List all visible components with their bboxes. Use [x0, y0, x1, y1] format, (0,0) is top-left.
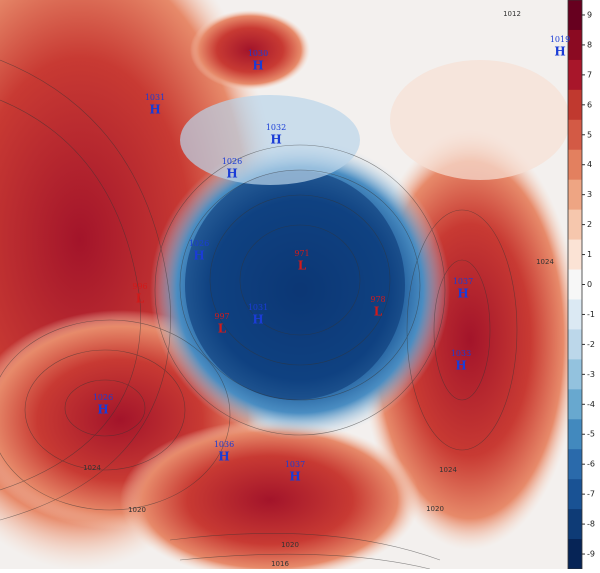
colorbar-tick-label: -6	[587, 460, 595, 469]
center-pressure: 996	[132, 282, 147, 291]
colorbar-swatch	[568, 509, 582, 540]
isobar-label: 1020	[281, 541, 299, 549]
colorbar-swatch	[568, 329, 582, 360]
colorbar-tick-label: 3	[587, 190, 592, 199]
center-kind: H	[457, 287, 468, 301]
colorbar-swatch	[568, 389, 582, 420]
center-pressure: 997	[214, 312, 229, 321]
center-pressure: 1037	[453, 277, 473, 286]
center-pressure: 1019	[550, 35, 570, 44]
center-kind: H	[252, 59, 263, 73]
center-kind: H	[455, 359, 466, 373]
colorbar-tick-label: -2	[587, 340, 595, 349]
center-kind: L	[374, 305, 383, 319]
colorbar-tick-label: 9	[587, 10, 592, 19]
colorbar-tick-label: 7	[587, 70, 592, 79]
colorbar-tick-label: 5	[587, 130, 592, 139]
colorbar-swatch	[568, 179, 582, 211]
colorbar-swatch	[568, 89, 582, 121]
center-pressure: 1033	[451, 349, 471, 358]
colorbar-swatch	[568, 269, 582, 300]
center-pressure: 1026	[222, 157, 242, 166]
colorbar-swatch	[568, 29, 582, 61]
center-kind: L	[218, 322, 227, 336]
colorbar-tick-label: -5	[587, 430, 595, 439]
colorbar-swatch	[568, 0, 582, 31]
center-pressure: 1032	[266, 123, 286, 132]
colorbar-swatch	[568, 449, 582, 480]
center-kind: H	[149, 103, 160, 117]
center-kind: L	[136, 292, 145, 306]
colorbar-tick-label: -3	[587, 370, 595, 379]
colorbar-tick-label: -1	[587, 310, 595, 319]
center-pressure: 1030	[248, 49, 268, 58]
center-kind: H	[554, 45, 565, 59]
colorbar-tick-label: 6	[587, 100, 592, 109]
map-field	[0, 0, 580, 573]
center-pressure: 978	[370, 295, 385, 304]
colorbar-tick-label: -9	[587, 550, 595, 559]
center-kind: H	[289, 470, 300, 484]
isobar-label: 1012	[503, 10, 521, 18]
isobar-label: 1016	[271, 560, 289, 568]
center-pressure: 1026	[93, 393, 113, 402]
center-pressure: 1036	[214, 440, 234, 449]
colorbar-swatch	[568, 539, 582, 570]
colorbar-swatch	[568, 479, 582, 510]
center-kind: H	[226, 167, 237, 181]
center-kind: H	[193, 249, 204, 263]
colorbar-swatch	[568, 419, 582, 450]
colorbar-tick-label: -7	[587, 490, 595, 499]
colorbar-tick-label: 2	[587, 220, 592, 229]
colorbar-tick-label: 4	[587, 160, 592, 169]
center-pressure: 1026	[189, 239, 209, 248]
colorbar-swatch	[568, 119, 582, 151]
center-kind: H	[270, 133, 281, 147]
colorbar-tick-label: -8	[587, 520, 595, 529]
center-kind: H	[97, 403, 108, 417]
colorbar-swatch	[568, 359, 582, 390]
colorbar-tick-label: -4	[587, 400, 595, 409]
center-kind: L	[298, 259, 307, 273]
colorbar-tick-label: 1	[587, 250, 592, 259]
colorbar: 9 8 7 6 5 4 3 2 1 0 -1 -2 -3 -4 -5 -6 -7 -8 -9	[567, 0, 595, 570]
isobar-label: 1024	[439, 466, 457, 474]
isobar-label: 1024	[83, 464, 101, 472]
isobar-label: 1024	[536, 258, 554, 266]
colorbar-swatch	[568, 149, 582, 181]
center-kind: H	[218, 450, 229, 464]
center-pressure: 1031	[248, 303, 268, 312]
isobar-label: 1020	[128, 506, 146, 514]
colorbar-swatch	[568, 299, 582, 330]
colorbar-swatch	[568, 209, 582, 241]
center-pressure: 1037	[285, 460, 305, 469]
colorbar-tick-label: 8	[587, 40, 592, 49]
isobar-label: 1020	[426, 505, 444, 513]
center-pressure: 1031	[145, 93, 165, 102]
center-kind: H	[252, 313, 263, 327]
colorbar-swatch	[568, 59, 582, 91]
colorbar-swatch	[568, 239, 582, 271]
colorbar-tick-label: 0	[587, 280, 592, 289]
center-pressure: 971	[294, 249, 309, 258]
